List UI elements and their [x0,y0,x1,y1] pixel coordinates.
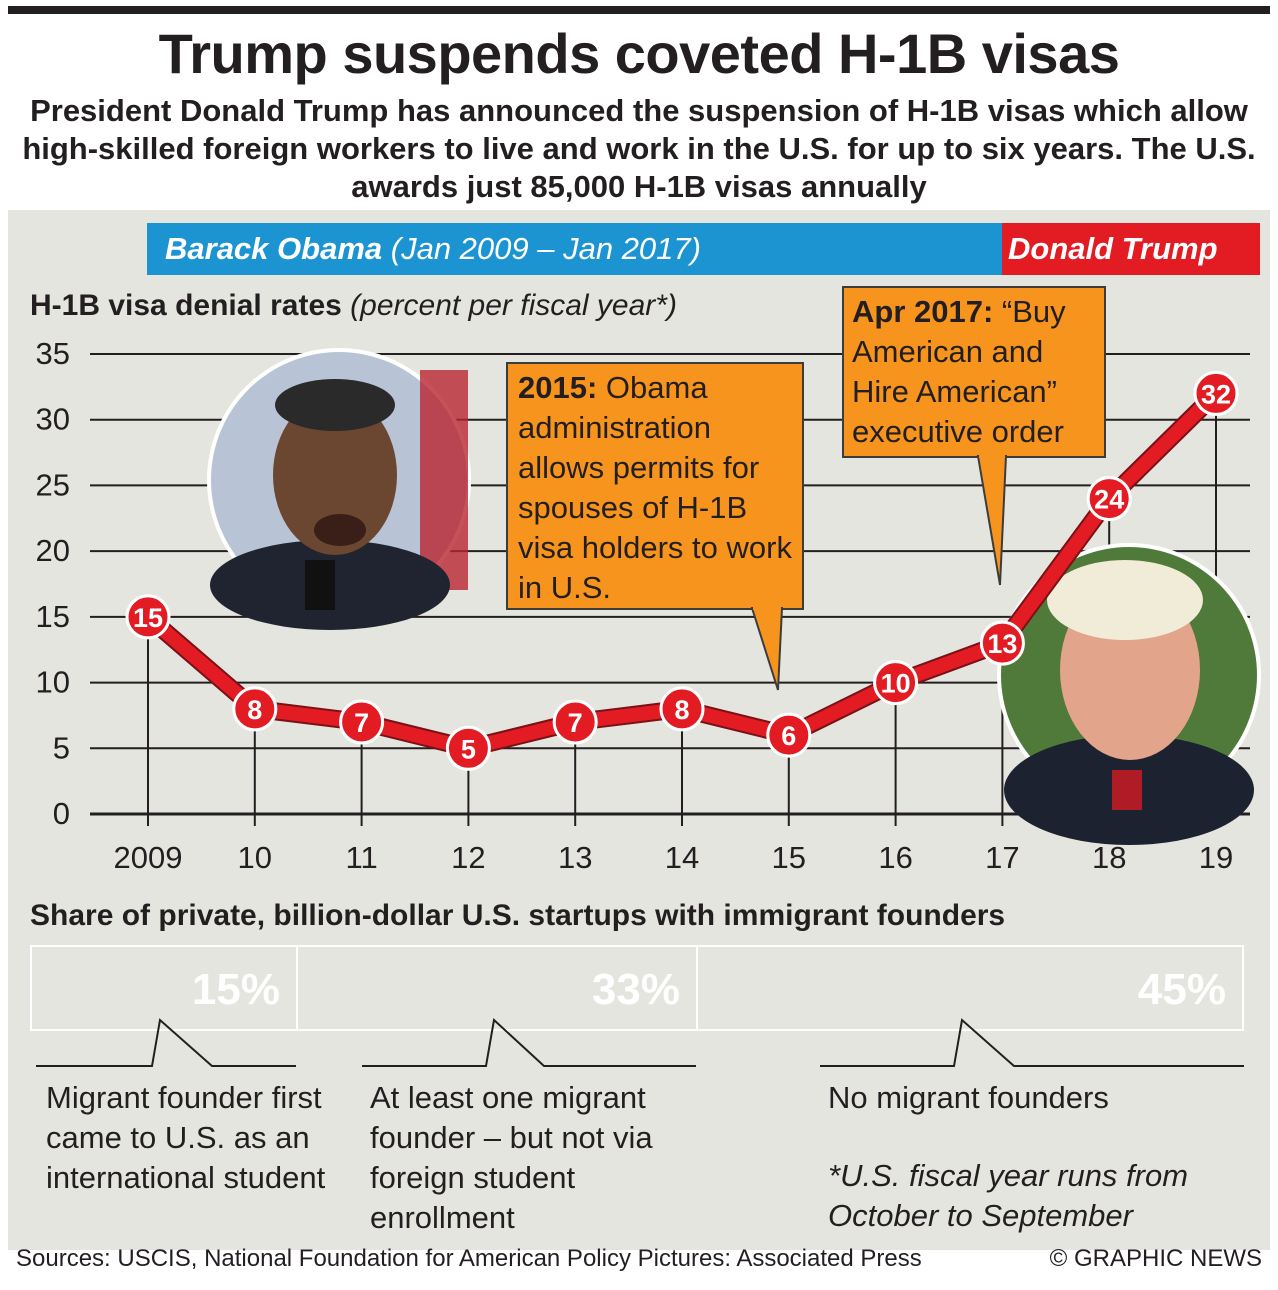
chart-title-line: H-1B visa denial rates (percent per fisc… [30,286,677,326]
data-label: 8 [674,695,689,725]
y-tick-label: 15 [36,599,70,634]
data-label: 13 [987,629,1017,659]
obama-term-bar [147,223,1002,275]
share-desc-migrant: At least one migrant founder – but not v… [370,1080,653,1235]
trump-name: Donald Trump [1008,231,1218,266]
x-tick-label: 12 [451,840,485,875]
y-tick-label: 25 [36,467,70,502]
callout-2017-text: “Buy American and Hire American” executi… [852,294,1066,449]
trump-term-bar [1002,223,1260,275]
obama-term-label: Barack Obama (Jan 2009 – Jan 2017) [165,223,701,275]
data-point-marker [125,594,171,640]
share-title: Share of private, billion-dollar U.S. st… [30,899,1006,932]
x-tick-labels: 2009 10 11 12 13 14 15 16 17 18 19 [114,840,1234,875]
y-tick-labels: 0 5 10 15 20 25 30 35 [36,336,70,831]
data-point: 24 [1086,476,1132,522]
data-point-marker [445,725,491,771]
data-point: 7 [552,699,598,745]
data-label: 7 [568,708,583,738]
obama-name: Barack Obama [165,231,383,266]
callout-2015: 2015: Obama administration allows permit… [506,362,804,610]
data-point-marker [1193,370,1239,416]
portraits [207,348,1261,845]
data-point-marker [1086,476,1132,522]
data-label: 8 [247,695,262,725]
x-tick-label: 14 [665,840,699,875]
data-label: 32 [1201,379,1231,409]
chart-title: H-1B visa denial rates [30,289,342,322]
data-point: 10 [873,660,919,706]
data-point: 6 [766,712,812,758]
data-point-marker [766,712,812,758]
y-tick-label: 35 [36,336,70,371]
y-tick-label: 5 [53,730,70,765]
x-tick-label: 10 [238,840,272,875]
sources-credit: Sources: USCIS, National Foundation for … [16,1245,922,1272]
data-point-marker [659,686,705,732]
data-points: 15 8 7 5 7 8 6 10 13 24 32 [125,370,1239,771]
x-tick-label: 17 [985,840,1019,875]
chart-subtitle: (percent per fiscal year*) [350,289,677,322]
share-segment-student-value: 15% [191,965,280,1014]
trump-term-label: Donald Trump [1008,223,1218,275]
data-point-marker [339,699,385,745]
data-point-marker [979,620,1025,666]
y-tick-label: 30 [36,402,70,437]
top-rule [8,6,1270,14]
callout-2015-year: 2015: [518,370,598,405]
x-tick-label: 2009 [114,840,183,875]
callout-2015-text: Obama administration allows permits for … [518,370,792,605]
y-tick-label: 20 [36,533,70,568]
data-point: 8 [232,686,278,732]
share-desc-none: No migrant founders [828,1080,1109,1115]
share-segment-migrant: 33% [296,945,698,1031]
data-point-marker [232,686,278,732]
x-tick-label: 11 [346,840,378,875]
data-point: 7 [339,699,385,745]
obama-photo [207,348,471,630]
data-point-marker [873,660,919,706]
x-tick-label: 19 [1199,840,1233,875]
x-tick-label: 15 [772,840,806,875]
share-segment-migrant-value: 33% [591,965,680,1014]
share-desc-student: Migrant founder first came to U.S. as an… [46,1080,326,1195]
fiscal-year-footnote: *U.S. fiscal year runs from October to S… [828,1158,1189,1233]
callout-2017-year: Apr 2017: [852,294,994,329]
data-label: 24 [1094,485,1124,515]
trump-photo [997,543,1261,845]
share-segment-student: 15% [30,945,298,1031]
page-subtitle: President Donald Trump has announced the… [22,93,1256,204]
data-label: 15 [133,603,163,633]
y-tick-label: 0 [53,796,70,831]
data-label: 7 [354,708,369,738]
data-point: 5 [445,725,491,771]
x-tick-label: 16 [878,840,912,875]
data-point: 8 [659,686,705,732]
data-label: 5 [461,734,476,764]
data-point: 32 [1193,370,1239,416]
obama-term: (Jan 2009 – Jan 2017) [390,231,701,266]
share-segment-none: 45% [696,945,1244,1031]
data-point-marker [552,699,598,745]
page-title: Trump suspends coveted H-1B visas [158,22,1120,85]
data-point: 13 [979,620,1025,666]
data-label: 10 [881,669,911,699]
x-tick-label: 18 [1092,840,1126,875]
share-segment-none-value: 45% [1137,965,1226,1014]
data-label: 6 [781,721,796,751]
copyright-credit: © GRAPHIC NEWS [1049,1245,1262,1272]
data-point: 15 [125,594,171,640]
y-tick-label: 10 [36,665,70,700]
x-tick-label: 13 [558,840,592,875]
callout-2017: Apr 2017: “Buy American and Hire America… [842,286,1106,458]
